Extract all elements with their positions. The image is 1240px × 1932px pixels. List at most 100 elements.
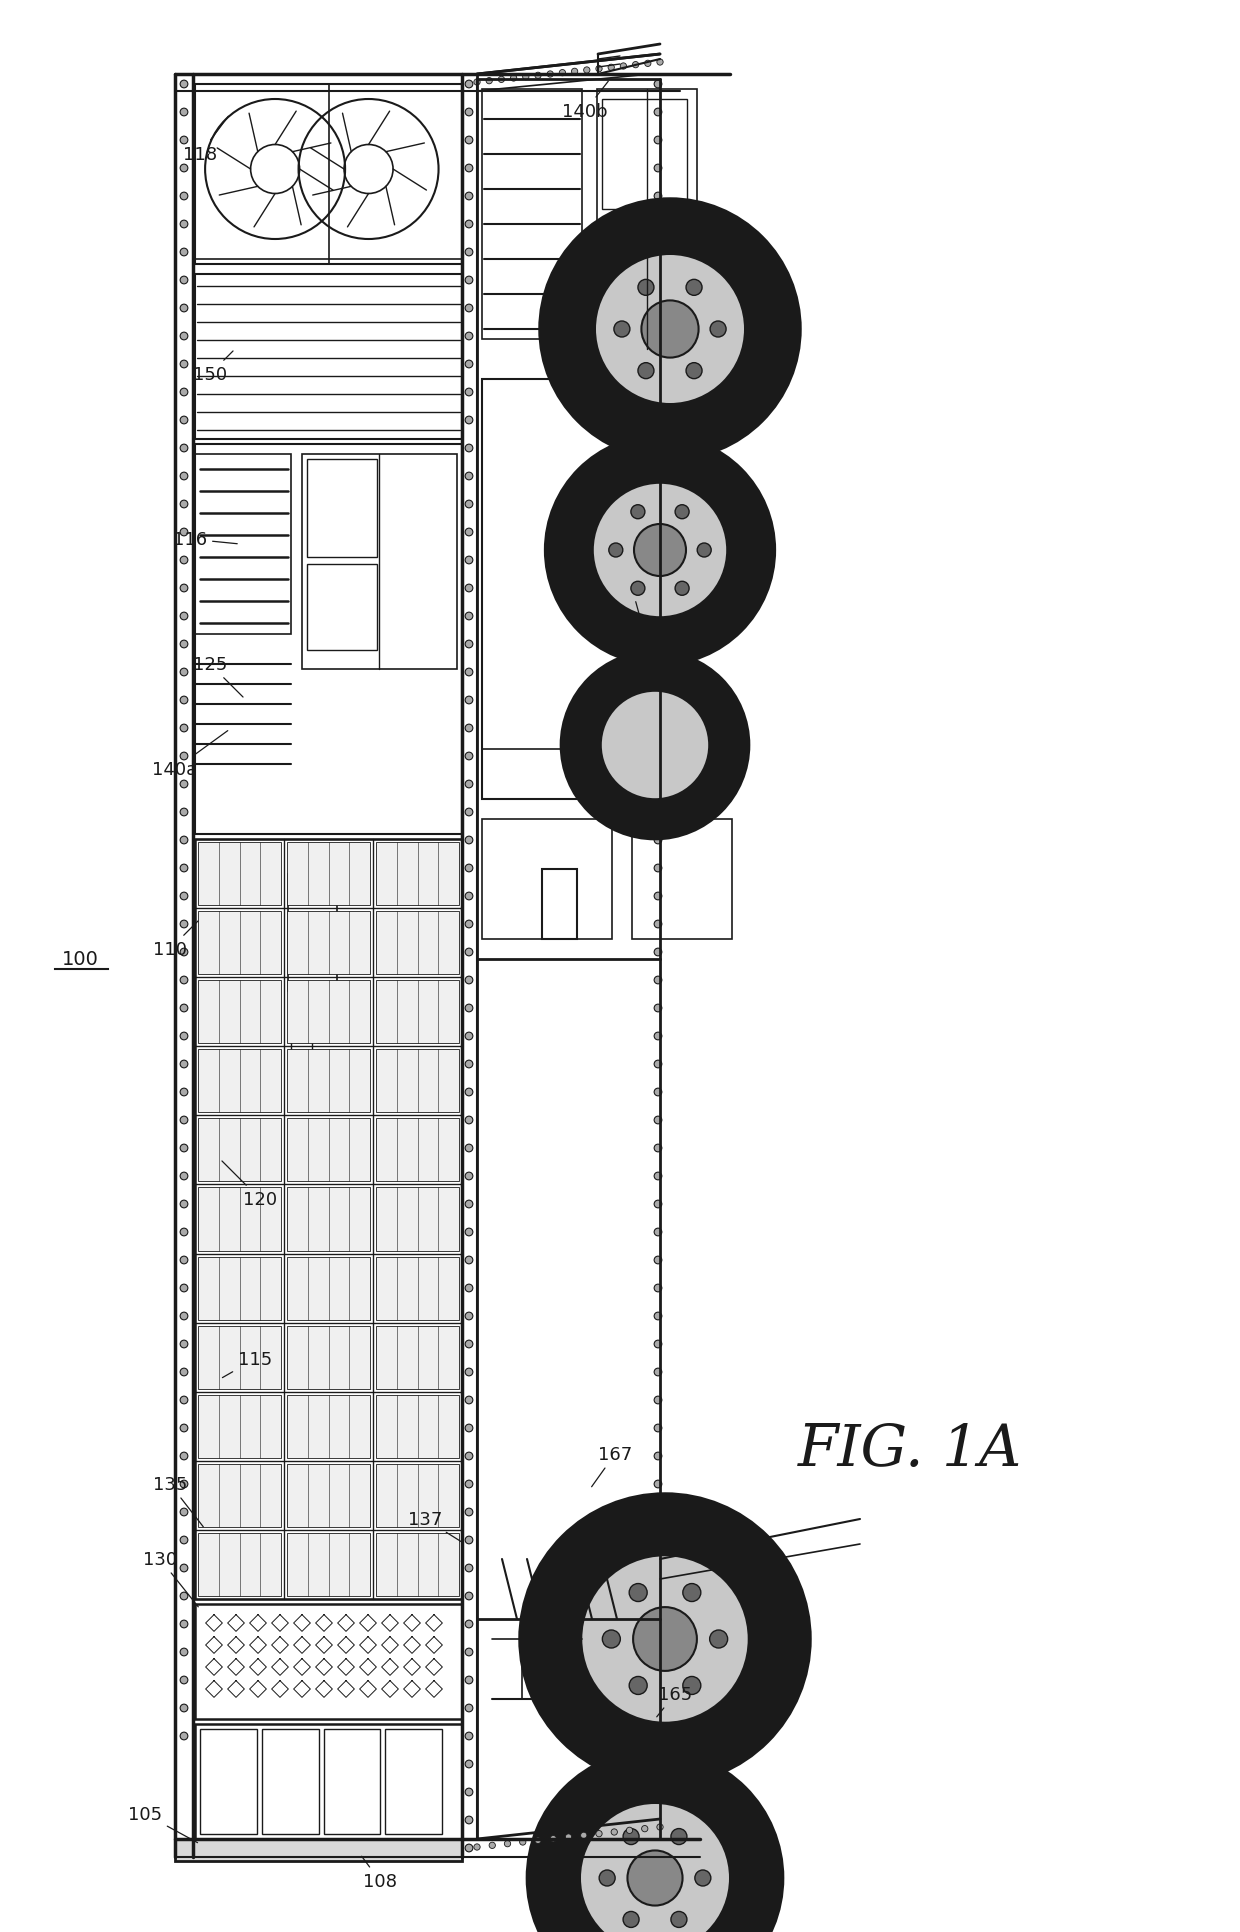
Circle shape [180,1648,187,1656]
Circle shape [465,949,472,956]
Circle shape [180,1200,187,1208]
Circle shape [596,1830,603,1837]
Bar [376,912,459,974]
Bar [601,224,687,334]
Circle shape [683,1584,701,1602]
Circle shape [465,893,472,900]
Circle shape [634,1607,697,1671]
Bar [286,1395,370,1459]
Circle shape [551,1835,557,1841]
Text: 100: 100 [62,951,98,970]
Circle shape [180,922,187,929]
Circle shape [465,1229,472,1236]
Circle shape [180,1424,187,1432]
Circle shape [562,653,749,838]
Circle shape [641,301,698,359]
Bar [286,1188,370,1250]
Circle shape [180,810,187,817]
Circle shape [465,1453,472,1461]
Circle shape [655,1677,662,1685]
Circle shape [180,1117,187,1124]
Circle shape [465,1256,472,1264]
Circle shape [655,108,662,116]
Circle shape [465,417,472,425]
Circle shape [180,444,187,452]
Circle shape [655,1256,662,1264]
Bar [198,1464,281,1526]
Circle shape [520,1839,526,1845]
Circle shape [655,1088,662,1095]
Circle shape [180,724,187,732]
Text: 120: 120 [222,1161,277,1208]
Circle shape [655,893,662,900]
Circle shape [465,193,472,201]
Circle shape [629,1677,647,1694]
Text: 137: 137 [408,1511,463,1544]
Circle shape [465,444,472,452]
Circle shape [465,1173,472,1180]
Circle shape [465,1592,472,1600]
Circle shape [675,582,689,595]
Circle shape [580,1555,749,1723]
Circle shape [655,1789,662,1797]
Circle shape [180,1621,187,1629]
Circle shape [465,388,472,396]
Bar [286,981,370,1043]
Bar [198,1049,281,1113]
Circle shape [655,1173,662,1180]
Bar [286,912,370,974]
Text: FIG. 1A: FIG. 1A [797,1422,1022,1478]
Text: 160: 160 [632,603,667,665]
Circle shape [465,1621,472,1629]
Bar [482,819,613,939]
Circle shape [655,837,662,844]
Circle shape [180,556,187,564]
Circle shape [180,1229,187,1236]
Bar [291,1005,312,1066]
Circle shape [686,363,702,379]
Circle shape [584,68,590,73]
Circle shape [465,332,472,340]
Circle shape [180,332,187,340]
Circle shape [655,1453,662,1461]
Bar [542,869,577,939]
Circle shape [709,1631,728,1648]
Circle shape [579,1803,730,1932]
Circle shape [180,137,187,145]
Circle shape [180,220,187,228]
Circle shape [465,1760,472,1768]
Circle shape [655,697,662,705]
Circle shape [580,1832,587,1839]
Circle shape [655,1368,662,1376]
Circle shape [180,1677,187,1685]
Circle shape [655,388,662,396]
Bar [286,1049,370,1113]
Circle shape [180,753,187,761]
Circle shape [655,332,662,340]
Circle shape [465,1005,472,1012]
Circle shape [486,79,492,85]
Circle shape [655,444,662,452]
Circle shape [180,1509,187,1517]
Circle shape [465,1144,472,1151]
Text: 167: 167 [591,1445,632,1488]
Circle shape [180,837,187,844]
Bar [376,1188,459,1250]
Circle shape [655,500,662,508]
Circle shape [622,1828,639,1845]
Circle shape [522,75,529,81]
Circle shape [465,164,472,172]
Circle shape [655,529,662,537]
Circle shape [655,641,662,649]
Circle shape [465,612,472,620]
Circle shape [596,66,603,73]
Circle shape [711,323,727,338]
Bar [195,274,463,440]
Circle shape [671,1911,687,1928]
Circle shape [489,1843,496,1849]
Circle shape [180,1480,187,1488]
Circle shape [637,280,653,296]
Circle shape [465,781,472,788]
Circle shape [180,81,187,89]
Circle shape [655,1061,662,1068]
